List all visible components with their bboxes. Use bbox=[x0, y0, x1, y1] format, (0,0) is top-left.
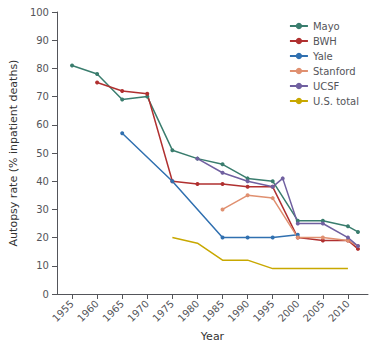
svg-text:Stanford: Stanford bbox=[313, 66, 356, 77]
svg-text:2005: 2005 bbox=[301, 298, 327, 324]
svg-text:10: 10 bbox=[36, 260, 49, 271]
svg-text:30: 30 bbox=[36, 204, 49, 215]
svg-text:1985: 1985 bbox=[201, 298, 227, 324]
svg-text:1975: 1975 bbox=[150, 298, 176, 324]
svg-text:Mayo: Mayo bbox=[313, 21, 340, 32]
svg-text:0: 0 bbox=[43, 289, 49, 300]
svg-text:Autopsy rate (% inpatient deat: Autopsy rate (% inpatient deaths) bbox=[7, 60, 20, 247]
svg-text:Year: Year bbox=[200, 330, 225, 343]
svg-text:1960: 1960 bbox=[75, 298, 101, 324]
svg-text:20: 20 bbox=[36, 232, 49, 243]
svg-text:BWH: BWH bbox=[313, 36, 337, 47]
svg-text:Yale: Yale bbox=[312, 51, 333, 62]
svg-text:50: 50 bbox=[36, 148, 49, 159]
svg-text:100: 100 bbox=[30, 7, 49, 18]
svg-text:40: 40 bbox=[36, 176, 49, 187]
svg-text:2010: 2010 bbox=[326, 298, 352, 324]
svg-text:60: 60 bbox=[36, 119, 49, 130]
svg-text:1980: 1980 bbox=[176, 298, 202, 324]
svg-text:1990: 1990 bbox=[226, 298, 252, 324]
svg-text:2000: 2000 bbox=[276, 298, 302, 324]
svg-text:UCSF: UCSF bbox=[313, 81, 340, 92]
svg-text:80: 80 bbox=[36, 63, 49, 74]
svg-text:U.S. total: U.S. total bbox=[313, 96, 359, 107]
svg-text:70: 70 bbox=[36, 91, 49, 102]
svg-text:1970: 1970 bbox=[125, 298, 151, 324]
svg-text:1955: 1955 bbox=[50, 298, 76, 324]
svg-text:1995: 1995 bbox=[251, 298, 277, 324]
svg-text:1965: 1965 bbox=[100, 298, 126, 324]
svg-text:90: 90 bbox=[36, 35, 49, 46]
